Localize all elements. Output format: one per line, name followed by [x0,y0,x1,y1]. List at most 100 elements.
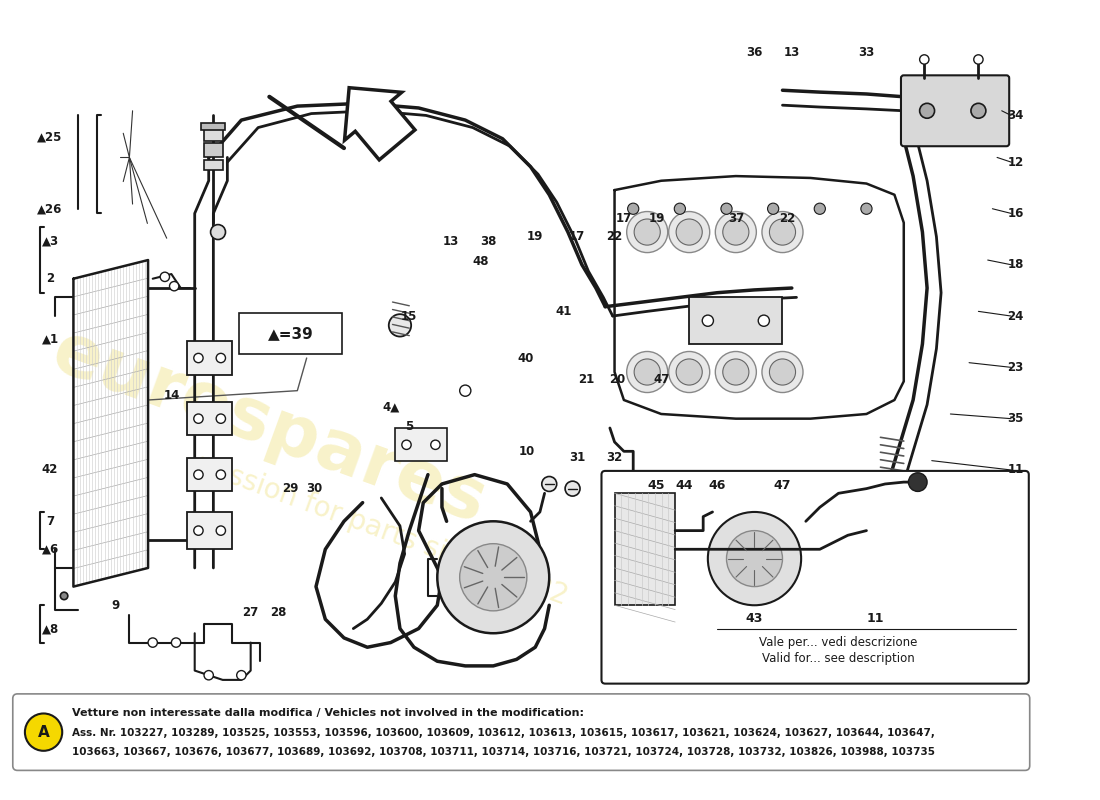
Circle shape [217,470,226,479]
Text: ▲25: ▲25 [37,130,63,143]
Circle shape [236,670,246,680]
Text: 2: 2 [46,272,54,286]
Text: Ass. Nr. 103227, 103289, 103525, 103553, 103596, 103600, 103609, 103612, 103613,: Ass. Nr. 103227, 103289, 103525, 103553,… [72,728,934,738]
Text: Vale per... vedi descrizione: Vale per... vedi descrizione [759,636,917,649]
Circle shape [676,359,702,385]
Text: 103663, 103667, 103676, 103677, 103689, 103692, 103708, 103711, 103714, 103716, : 103663, 103667, 103676, 103677, 103689, … [72,746,935,757]
Text: 17: 17 [616,211,632,225]
Circle shape [974,54,983,64]
Text: ▲8: ▲8 [42,622,58,635]
Text: 47: 47 [653,373,670,386]
Text: 27: 27 [243,606,258,619]
Circle shape [194,526,204,535]
Bar [204,143,222,158]
Text: 13: 13 [783,46,800,59]
Circle shape [148,638,157,647]
Bar [187,402,232,435]
Circle shape [60,592,68,600]
Text: 35: 35 [1008,412,1024,425]
Circle shape [217,414,226,423]
Circle shape [460,544,527,611]
Text: ▲1: ▲1 [42,333,58,346]
Text: 44: 44 [675,479,693,492]
Circle shape [769,359,795,385]
Circle shape [720,203,733,214]
Circle shape [715,351,757,393]
Text: 28: 28 [271,606,287,619]
Text: 20: 20 [609,373,626,386]
Circle shape [169,282,179,291]
Bar [187,458,232,491]
Bar [201,123,225,130]
Circle shape [674,203,685,214]
Text: 45: 45 [648,479,666,492]
Text: 12: 12 [1008,155,1024,169]
Circle shape [431,440,440,450]
Text: 34: 34 [1008,109,1024,122]
Bar [187,342,232,375]
Circle shape [971,103,986,118]
Text: 48: 48 [473,255,490,269]
Text: 24: 24 [1008,310,1024,322]
Circle shape [707,512,801,606]
Circle shape [194,470,204,479]
Text: 13: 13 [443,235,460,248]
Circle shape [172,638,180,647]
Text: 14: 14 [163,389,179,402]
Circle shape [723,359,749,385]
Bar [395,428,447,461]
Text: ▲6: ▲6 [42,542,58,556]
Circle shape [217,526,226,535]
Circle shape [758,315,769,326]
Circle shape [814,203,825,214]
Polygon shape [344,88,415,160]
Circle shape [194,354,204,362]
Text: 43: 43 [746,612,763,625]
Text: 21: 21 [579,373,595,386]
Text: passion for parts since 1982: passion for parts since 1982 [191,450,571,611]
Text: 41: 41 [556,305,571,318]
Text: 22: 22 [779,211,795,225]
Circle shape [217,354,226,362]
FancyBboxPatch shape [13,694,1030,770]
Circle shape [388,314,411,337]
Text: 4▲: 4▲ [382,401,399,414]
Text: eurospares: eurospares [43,318,496,538]
Circle shape [565,481,580,496]
Circle shape [762,351,803,393]
Text: 29: 29 [282,482,298,495]
Circle shape [769,219,795,245]
Text: 15: 15 [402,310,418,322]
Text: 36: 36 [746,46,762,59]
Text: 32: 32 [606,451,623,464]
Circle shape [194,414,204,423]
Circle shape [762,211,803,253]
FancyBboxPatch shape [239,314,342,354]
Bar [187,512,232,550]
Circle shape [861,203,872,214]
Text: 11: 11 [1008,463,1024,477]
Circle shape [460,385,471,396]
Text: Valid for... see description: Valid for... see description [762,652,915,665]
Text: 5: 5 [405,420,414,433]
Circle shape [204,670,213,680]
FancyBboxPatch shape [602,471,1028,684]
Text: Vetture non interessate dalla modifica / Vehicles not involved in the modificati: Vetture non interessate dalla modifica /… [72,707,584,718]
Circle shape [542,477,557,491]
Text: ▲26: ▲26 [37,202,63,215]
Circle shape [210,225,225,239]
Text: 47: 47 [773,479,791,492]
Text: 46: 46 [708,479,726,492]
Circle shape [161,272,169,282]
Circle shape [723,219,749,245]
Text: 10: 10 [519,445,535,458]
Circle shape [669,351,710,393]
Bar [690,298,782,344]
Bar [615,494,675,606]
Bar [204,160,222,170]
Circle shape [715,211,757,253]
Text: 31: 31 [569,451,585,464]
Circle shape [402,440,411,450]
Circle shape [627,351,668,393]
Bar [204,130,222,141]
